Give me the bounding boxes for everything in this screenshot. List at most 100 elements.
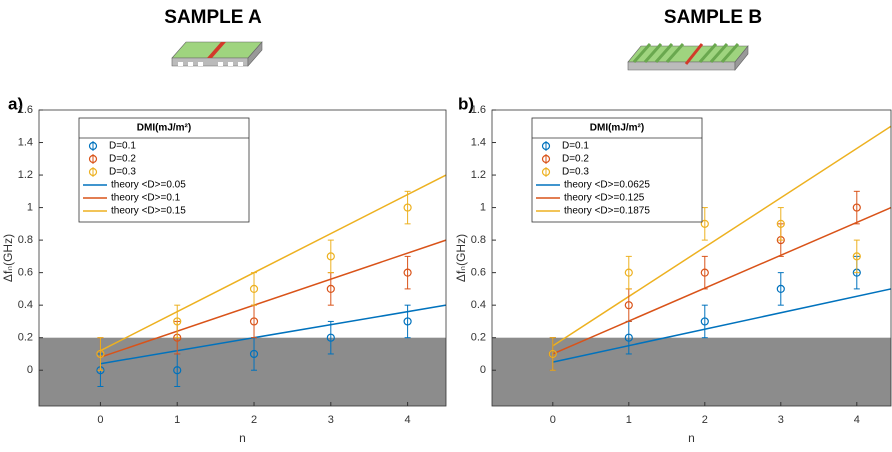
- point: [249, 349, 259, 359]
- error-bar: [327, 239, 334, 274]
- y-tick-label: 1.4: [18, 136, 33, 148]
- theory-line: [100, 239, 447, 358]
- point: [776, 219, 785, 228]
- panel-label: b): [458, 94, 474, 113]
- legend-label: theory <D>=0.05: [111, 180, 186, 191]
- point: [700, 268, 709, 277]
- point: [852, 203, 861, 212]
- theory-line: [552, 206, 892, 355]
- x-axis-label: n: [239, 431, 246, 445]
- y-tick-label: 0: [480, 364, 486, 376]
- y-tick-label: 0.2: [18, 332, 33, 344]
- y-tick-label: 1.4: [471, 136, 486, 148]
- theory-line: [552, 125, 892, 347]
- x-tick-label: 1: [174, 414, 180, 426]
- legend-label: D=0.1: [562, 141, 589, 152]
- legend-title: DMI(mJ/m²): [590, 123, 644, 134]
- y-tick-label: 1.6: [18, 104, 33, 116]
- x-axis-label: n: [688, 431, 695, 445]
- shade: [39, 337, 446, 406]
- legend-label: theory <D>=0.15: [111, 206, 186, 217]
- point: [852, 252, 861, 261]
- point: [326, 333, 335, 342]
- error-bar: [777, 272, 784, 306]
- point: [403, 203, 412, 212]
- point: [624, 301, 633, 310]
- sample-b-sketch: [627, 43, 749, 71]
- legend-marker: [541, 167, 551, 177]
- error-bar: [777, 207, 784, 241]
- error-bar: [404, 255, 411, 290]
- y-tick-label: 1: [27, 201, 33, 213]
- error-bar: [701, 304, 708, 339]
- y-tick-label: 1.2: [18, 169, 33, 181]
- error-bar: [853, 239, 860, 274]
- axes-frame: [491, 109, 892, 407]
- shade: [492, 337, 891, 406]
- y-tick-label: 0.6: [18, 267, 33, 279]
- y-tick-label: 0.4: [471, 299, 486, 311]
- axes-frame: [38, 109, 447, 407]
- point: [326, 252, 335, 261]
- theory-line: [552, 288, 892, 363]
- legend-label: theory <D>=0.1: [111, 193, 181, 204]
- legend-label: theory <D>=0.1875: [564, 206, 650, 217]
- legend-marker: [88, 154, 98, 164]
- point: [173, 366, 182, 375]
- y-tick-label: 0: [27, 364, 33, 376]
- panel-label: a): [8, 94, 23, 113]
- sample-a-sketch: [171, 41, 263, 67]
- point: [624, 333, 633, 342]
- y-tick-label: 0.8: [471, 234, 486, 246]
- error-bar: [853, 190, 860, 225]
- y-tick-label: 0.8: [18, 234, 33, 246]
- y-tick-label: 0.2: [471, 332, 486, 344]
- error-bar: [174, 304, 181, 339]
- y-tick-label: 1.6: [471, 104, 486, 116]
- y-axis-label: Δfₙ(GHz): [454, 234, 468, 282]
- x-tick-label: 1: [626, 414, 632, 426]
- legend-label: D=0.2: [109, 154, 136, 165]
- legend-box: [78, 117, 250, 223]
- legend-label: D=0.3: [562, 167, 589, 178]
- x-tick-label: 2: [702, 414, 708, 426]
- error-bar: [625, 255, 632, 290]
- x-tick-label: 3: [328, 414, 334, 426]
- point: [403, 317, 412, 326]
- x-tick-label: 2: [251, 414, 257, 426]
- error-bar: [701, 255, 708, 290]
- point: [249, 284, 259, 294]
- legend-marker: [88, 141, 98, 151]
- error-bar: [251, 272, 258, 306]
- legend-marker: [541, 141, 551, 151]
- point: [700, 317, 709, 326]
- legend-label: theory <D>=0.125: [564, 193, 645, 204]
- error-bar: [404, 304, 411, 339]
- theory-line: [100, 174, 447, 352]
- point: [326, 284, 335, 294]
- error-bar: [701, 207, 708, 241]
- legend-label: theory <D>=0.0625: [564, 180, 650, 191]
- legend-label: D=0.2: [562, 154, 589, 165]
- y-tick-label: 0.6: [471, 267, 486, 279]
- point: [548, 349, 557, 359]
- title: SAMPLE A: [164, 7, 262, 28]
- legend-label: D=0.3: [109, 167, 136, 178]
- point: [249, 317, 259, 326]
- error-bar: [327, 320, 334, 355]
- error-bar: [549, 337, 556, 371]
- y-axis-label: Δfₙ(GHz): [1, 234, 15, 282]
- x-tick-label: 0: [550, 414, 556, 426]
- legend-marker: [88, 167, 98, 177]
- theory-line: [100, 304, 447, 365]
- y-tick-label: 0.4: [18, 299, 33, 311]
- point: [173, 317, 182, 326]
- x-tick-label: 3: [778, 414, 784, 426]
- point: [96, 349, 105, 359]
- legend-label: D=0.1: [109, 141, 136, 152]
- y-tick-label: 1: [480, 201, 486, 213]
- y-tick-label: 1.2: [471, 169, 486, 181]
- legend-title: DMI(mJ/m²): [137, 123, 191, 134]
- point: [403, 268, 412, 277]
